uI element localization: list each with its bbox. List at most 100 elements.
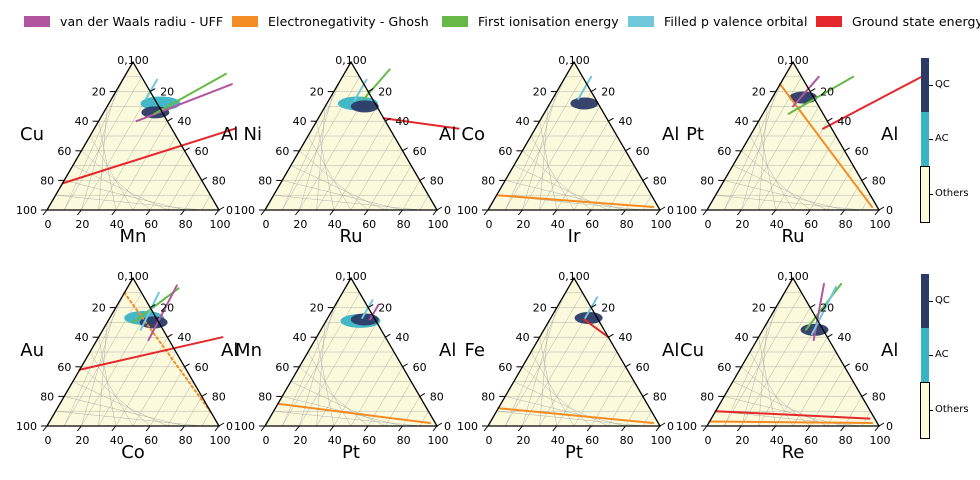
tick-label-bottom: 60 [144,218,158,231]
tick-label-bottom: 20 [293,218,307,231]
tick-label-left: 40 [75,331,89,344]
grid-line [282,180,403,211]
grid-line [72,165,168,211]
tick-label-left: 60 [57,145,71,158]
tick [402,147,408,152]
tick [655,425,661,432]
tick [180,209,185,216]
tick [737,425,742,432]
tick [483,425,489,432]
tick-label-bottom: 80 [620,434,634,447]
grid-line [201,411,211,427]
grid-line [290,381,386,427]
label-bottom: Re [782,442,805,463]
boundary-line [804,282,843,331]
tick-label-right: 80 [872,174,886,187]
grid-line [299,366,369,427]
grid-line [642,195,652,211]
grid-line [724,396,845,427]
tick-label-left: 60 [57,361,71,374]
tick-label-left: 100 [234,204,255,217]
tick-label-right: 60 [195,145,209,158]
tick [805,425,811,432]
tick-label-left: 20 [310,302,324,315]
tick-label-bottom: 20 [735,218,749,231]
grid-line [72,381,168,427]
grid-line [167,165,194,211]
tick-label-right: 0 [444,204,451,217]
tick [201,176,208,181]
tick-label-top: 0,100 [335,270,367,283]
grid-line [167,381,194,427]
grid-line [530,135,575,211]
grid-line [290,165,386,211]
label-bottom: Pt [565,442,583,463]
colorbar-label-qc-2: QC [935,295,950,306]
tick-label-bottom: 40 [551,218,565,231]
tick [260,425,266,432]
tick [844,147,850,152]
tick-label-bottom: 60 [362,434,376,447]
tick-label-left: 20 [92,86,106,99]
tick-label-right: 60 [636,145,650,158]
tick [180,425,185,432]
tick [149,88,156,93]
tick [552,209,558,216]
tick [432,425,438,432]
tick-label-bottom: 100 [428,218,449,231]
tick-label-bottom: 80 [397,218,411,231]
boundary-line [708,420,874,425]
tick-label-right: 40 [618,115,632,128]
legend-label-ionisation: First ionisation energy [478,13,619,29]
grid-line [573,351,618,427]
tick-label-left: 100 [457,420,478,433]
tick-label-right: 0 [886,204,893,217]
boundary-line [362,68,391,100]
grid-line [827,381,854,427]
grid-line [539,322,601,427]
tick [145,209,151,216]
tick [214,209,220,216]
tick-label-left: 80 [40,174,54,187]
label-left: Co [461,124,485,145]
tick-label-left: 40 [75,115,89,128]
legend-swatch-ionisation [442,15,468,27]
grid-line [530,351,575,427]
tick-label-left: 20 [752,302,766,315]
tick-label-bottom: 40 [110,434,124,447]
tick [77,425,82,432]
tick-label-right: 80 [653,174,667,187]
tick [771,425,777,432]
tick [861,176,868,181]
grid-line [89,135,134,211]
tick-label-left: 100 [234,420,255,433]
label-right: Al [221,340,238,361]
tick [167,333,173,338]
tick [586,425,592,432]
tick [625,147,631,152]
tick-label-right: 80 [212,390,226,403]
boundary-line [153,72,227,115]
boundary-line [147,284,178,342]
grid-line [307,135,352,211]
tick-label-right: 40 [837,115,851,128]
tick-label-right: 20 [160,86,174,99]
tick [218,422,225,427]
grid-line [316,106,378,211]
tick-label-right: 20 [820,86,834,99]
label-left: Ni [244,124,262,145]
legend-item-ground-state: Ground state energy [816,12,980,30]
label-right: Al [662,124,679,145]
label-left: Mn [235,340,262,361]
grid-line [809,150,845,211]
tick-label-right: 60 [413,145,427,158]
colorbar-others [920,166,930,223]
grid-line [419,411,429,427]
grid-line [861,195,871,211]
tick-label-left: 100 [676,420,697,433]
tick-label-right: 60 [413,361,427,374]
tick [844,363,850,368]
tick-label-right: 40 [395,115,409,128]
